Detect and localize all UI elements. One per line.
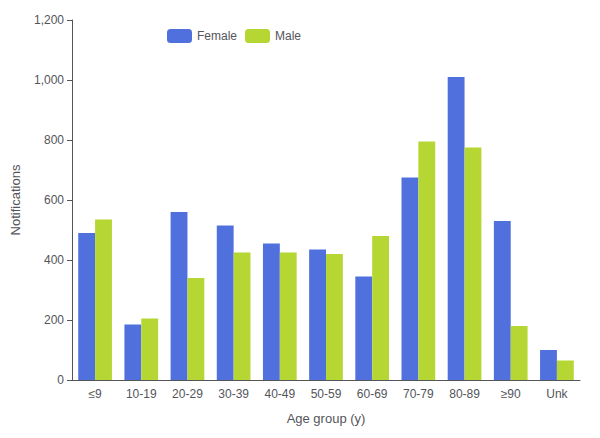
svg-text:800: 800 <box>44 133 64 147</box>
svg-text:0: 0 <box>57 373 64 387</box>
svg-text:Female: Female <box>197 29 237 43</box>
svg-text:40-49: 40-49 <box>264 387 295 401</box>
svg-text:1,000: 1,000 <box>34 73 64 87</box>
svg-text:Male: Male <box>275 29 301 43</box>
svg-text:Unk: Unk <box>546 387 568 401</box>
svg-text:20-29: 20-29 <box>172 387 203 401</box>
svg-text:80-89: 80-89 <box>449 387 480 401</box>
svg-text:10-19: 10-19 <box>126 387 157 401</box>
svg-text:600: 600 <box>44 193 64 207</box>
svg-text:≤9: ≤9 <box>88 387 102 401</box>
svg-text:1,200: 1,200 <box>34 13 64 27</box>
svg-text:200: 200 <box>44 313 64 327</box>
svg-text:60-69: 60-69 <box>357 387 388 401</box>
svg-text:400: 400 <box>44 253 64 267</box>
svg-text:Age group (y): Age group (y) <box>287 411 366 426</box>
svg-text:30-39: 30-39 <box>218 387 249 401</box>
svg-text:≥90: ≥90 <box>501 387 521 401</box>
svg-text:70-79: 70-79 <box>403 387 434 401</box>
svg-text:50-59: 50-59 <box>311 387 342 401</box>
svg-text:Notifications: Notifications <box>8 164 23 235</box>
